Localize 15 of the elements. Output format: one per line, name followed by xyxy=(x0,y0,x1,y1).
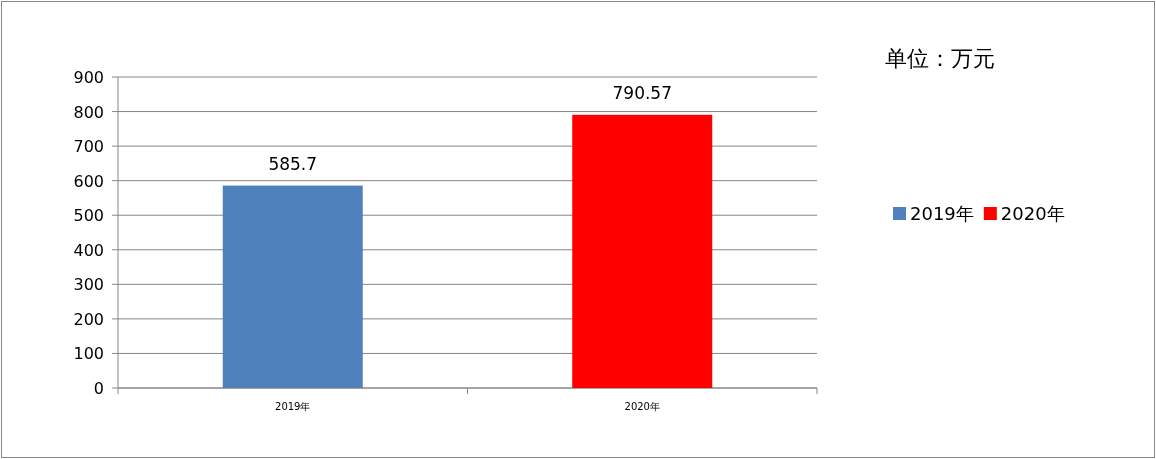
y-tick-label: 0 xyxy=(93,379,104,398)
y-tick-label: 700 xyxy=(73,137,104,157)
legend-label: 2020年 xyxy=(1000,203,1065,224)
y-tick-label: 900 xyxy=(73,68,104,87)
text: 单位：万元 xyxy=(885,46,995,71)
y-tick-label: 100 xyxy=(73,344,104,364)
y-tick-label: 500 xyxy=(73,206,104,226)
y-tick-label: 400 xyxy=(73,240,104,260)
legend-label: 2019年 xyxy=(910,203,974,224)
data-label: 585.7 xyxy=(268,153,318,174)
data-label: 790.57 xyxy=(612,82,672,103)
y-tick-label: 600 xyxy=(73,171,104,191)
y-tick-label: 800 xyxy=(73,102,104,122)
y-tick-label: 300 xyxy=(73,275,104,295)
y-tick-label: 200 xyxy=(73,309,104,329)
